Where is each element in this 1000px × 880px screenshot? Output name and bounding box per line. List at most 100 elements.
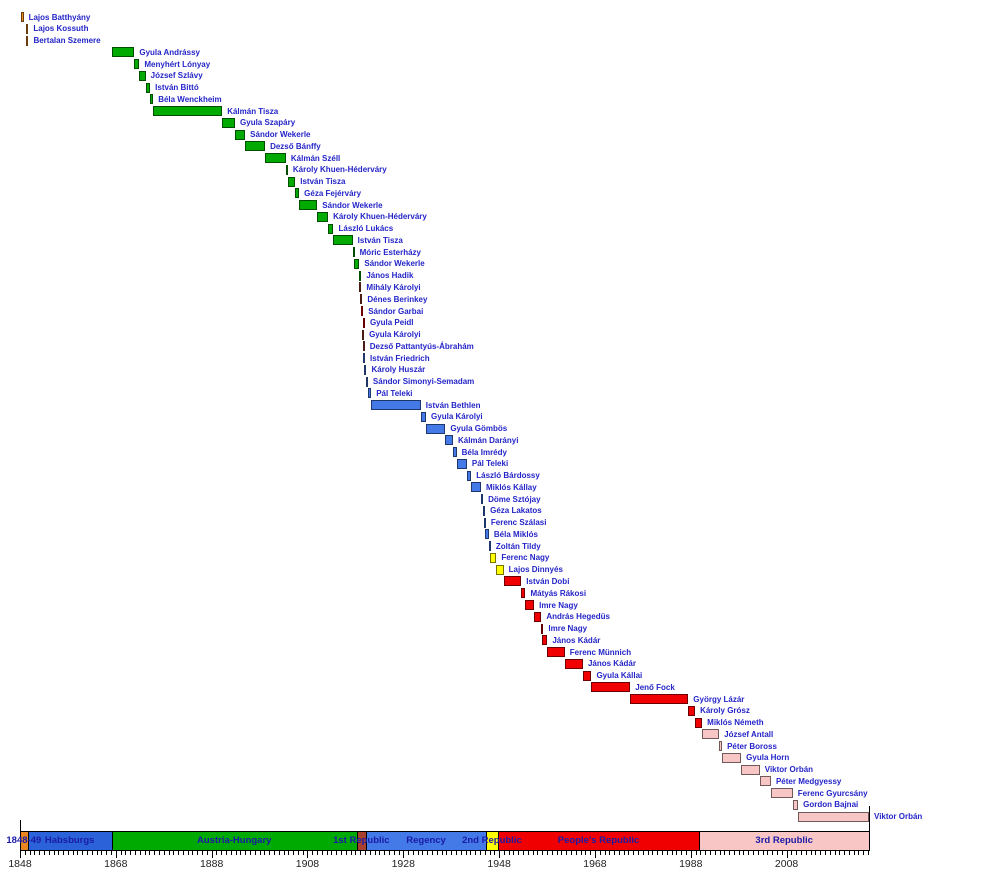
axis-minor-tick — [570, 851, 572, 855]
axis-minor-tick — [537, 851, 539, 855]
pm-name-label: Béla Imrédy — [461, 447, 507, 457]
axis-year-label: 1948 — [487, 858, 511, 870]
axis-minor-tick — [868, 851, 870, 855]
pm-term-bar — [362, 341, 365, 352]
axis-minor-tick — [202, 851, 204, 855]
pm-name-label: János Kádár — [552, 635, 601, 645]
axis-minor-tick — [39, 851, 41, 855]
axis-minor-tick — [824, 851, 826, 855]
pm-name-label: Móric Esterházy — [359, 247, 421, 257]
pm-term-bar — [582, 670, 592, 681]
axis-minor-tick — [317, 851, 319, 855]
axis-minor-tick — [566, 851, 568, 855]
pm-name-label: Gyula Kállai — [596, 671, 643, 681]
axis-major-tick — [20, 851, 21, 858]
axis-minor-tick — [575, 851, 577, 855]
axis-minor-tick — [542, 851, 544, 855]
pm-name-label: János Kádár — [587, 659, 636, 669]
axis-minor-tick — [43, 851, 45, 855]
pm-name-label: István Tisza — [357, 235, 403, 245]
axis-minor-tick — [685, 851, 687, 855]
pm-term-bar — [521, 588, 526, 599]
pm-name-label: István Bittó — [155, 83, 199, 93]
pm-term-bar — [503, 576, 522, 587]
axis-minor-tick — [652, 851, 654, 855]
axis-year-label: 2008 — [774, 858, 799, 870]
pm-name-label: Károly Grósz — [700, 706, 750, 716]
axis-minor-tick — [182, 851, 184, 855]
era-label: 1st Republic — [333, 835, 390, 846]
axis-minor-tick — [863, 851, 865, 855]
pm-term-bar — [483, 517, 486, 528]
pm-name-label: Kálmán Darányi — [457, 435, 519, 445]
pm-term-bar — [359, 282, 362, 293]
axis-minor-tick — [609, 851, 611, 855]
pm-name-label: János Hadik — [366, 271, 414, 281]
pm-name-label: Gyula Károlyi — [369, 330, 421, 340]
axis-year-label: 1888 — [199, 858, 224, 870]
pm-term-bar — [139, 70, 146, 81]
axis-minor-tick — [379, 851, 381, 855]
axis-year-label: 1968 — [583, 858, 607, 870]
axis-minor-tick — [278, 851, 280, 855]
axis-minor-tick — [757, 851, 759, 855]
pm-name-label: László Lukács — [338, 224, 394, 234]
axis-minor-tick — [508, 851, 510, 855]
axis-minor-tick — [844, 851, 846, 855]
pm-name-label: Péter Medgyessy — [775, 776, 842, 786]
pm-term-bar — [770, 788, 793, 799]
axis-minor-tick — [489, 851, 491, 855]
axis-minor-tick — [719, 851, 721, 855]
pm-term-bar — [333, 235, 353, 246]
pm-term-bar — [534, 611, 542, 622]
axis-minor-tick — [666, 851, 668, 855]
axis-minor-tick — [72, 851, 74, 855]
pm-term-bar — [466, 470, 472, 481]
axis-minor-tick — [158, 851, 160, 855]
axis-minor-tick — [853, 851, 855, 855]
pm-term-bar — [591, 682, 631, 693]
axis-minor-tick — [254, 851, 256, 855]
pm-name-label: István Tisza — [300, 177, 346, 187]
axis-minor-tick — [475, 851, 477, 855]
axis-minor-tick — [235, 851, 237, 855]
pm-term-bar — [541, 623, 544, 634]
pm-name-label: Sándor Wekerle — [364, 259, 425, 269]
axis-minor-tick — [829, 851, 831, 855]
axis-minor-tick — [614, 851, 616, 855]
pm-term-bar — [295, 188, 300, 199]
pm-term-bar — [317, 211, 329, 222]
axis-minor-tick — [465, 851, 467, 855]
axis-major-tick — [786, 851, 788, 858]
axis-minor-tick — [523, 851, 525, 855]
pm-name-label: Géza Lakatos — [490, 506, 542, 516]
pm-name-label: Menyhért Lónyay — [144, 59, 211, 69]
axis-minor-tick — [547, 851, 549, 855]
pm-term-bar — [798, 811, 869, 822]
pm-name-label: Lajos Kossuth — [33, 24, 89, 34]
axis-minor-tick — [796, 851, 798, 855]
pm-term-bar — [489, 552, 497, 563]
pm-term-bar — [445, 435, 453, 446]
pm-name-label: László Bárdossy — [476, 471, 540, 481]
axis-major-tick — [403, 851, 405, 858]
axis-minor-tick — [82, 851, 84, 855]
era-band: 1848-49 Habsburgs Austria-Hungary 1st Repub… — [6, 831, 869, 851]
axis-minor-tick — [326, 851, 328, 855]
axis-minor-tick — [96, 851, 98, 855]
axis-minor-tick — [709, 851, 711, 855]
axis-minor-tick — [302, 851, 304, 855]
axis-minor-tick — [87, 851, 89, 855]
pm-term-bar — [371, 400, 421, 411]
pm-name-label: Miklós Kállay — [486, 482, 537, 492]
era-label: People's Republic — [557, 835, 640, 846]
pm-term-bar — [362, 317, 365, 328]
axis-minor-tick — [360, 851, 362, 855]
axis-minor-tick — [733, 851, 735, 855]
pm-term-bar — [719, 741, 723, 752]
axis-minor-tick — [618, 851, 620, 855]
axis-minor-tick — [791, 851, 793, 855]
axis-minor-tick — [671, 851, 673, 855]
axis-minor-tick — [144, 851, 146, 855]
axis-minor-tick — [130, 851, 132, 855]
